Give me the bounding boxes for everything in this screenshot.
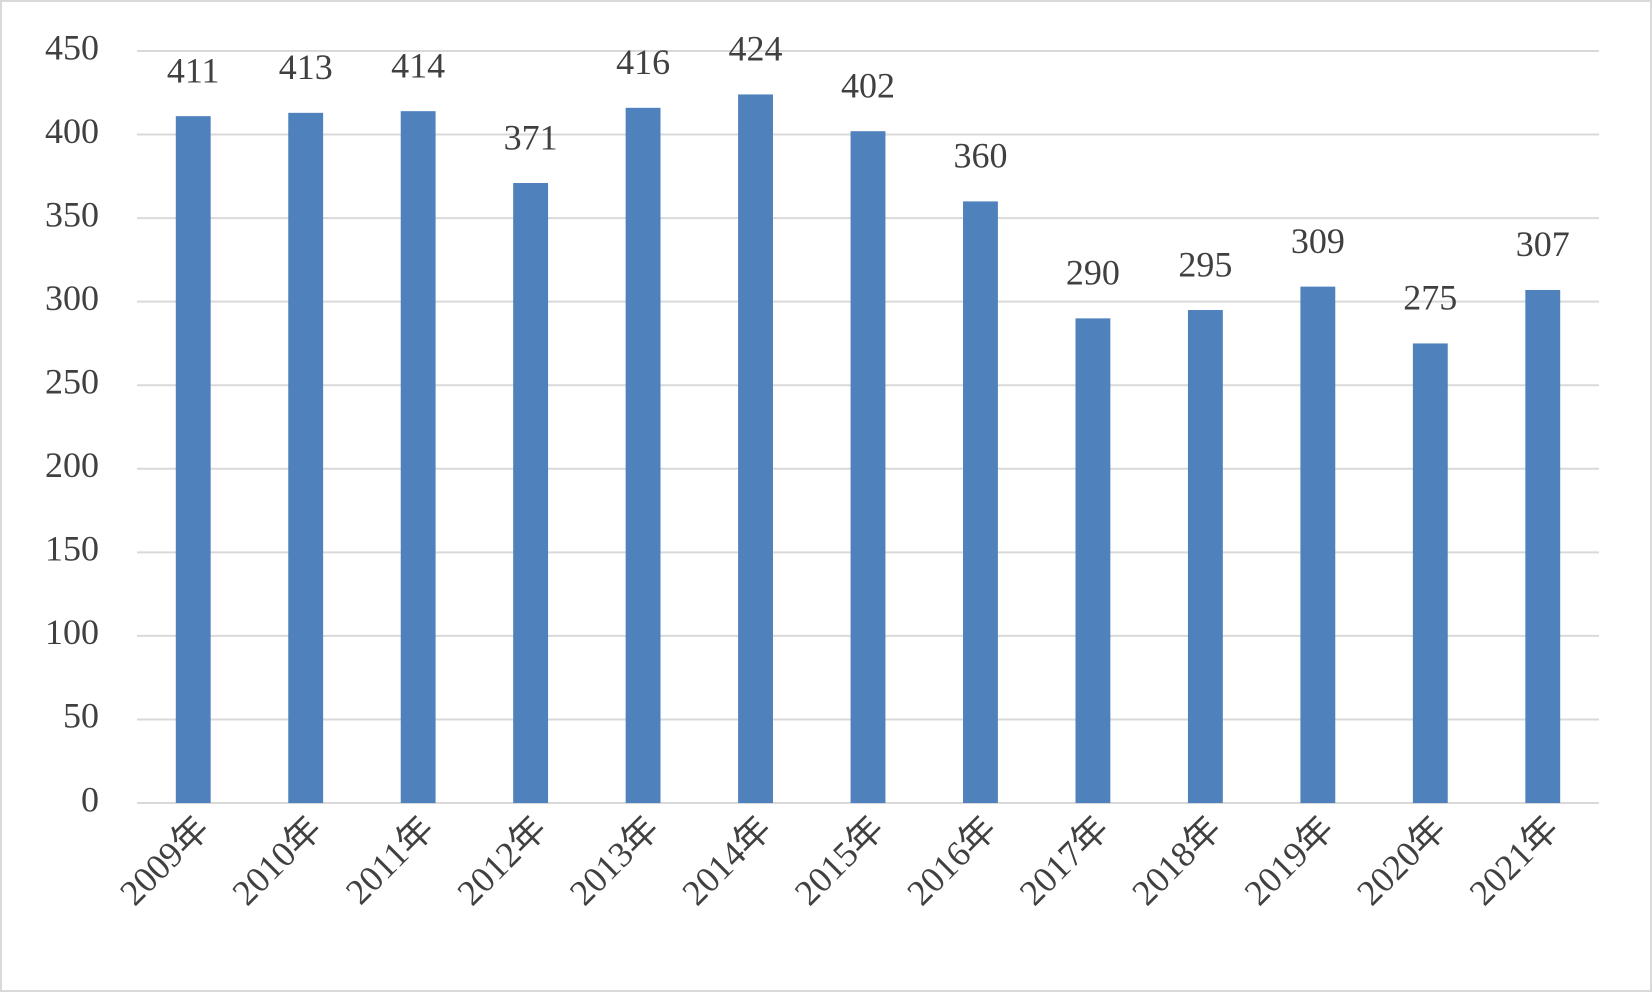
data-label: 307 xyxy=(1516,224,1570,264)
bar xyxy=(1075,318,1111,803)
bar xyxy=(1412,343,1448,803)
data-label: 414 xyxy=(391,45,445,85)
bar xyxy=(513,183,549,804)
data-label: 360 xyxy=(953,136,1007,176)
bar xyxy=(738,94,773,803)
data-label: 413 xyxy=(279,47,333,87)
y-tick-label: 100 xyxy=(45,612,99,652)
bar xyxy=(400,111,436,803)
y-tick-label: 0 xyxy=(81,779,99,819)
data-label: 402 xyxy=(841,65,895,105)
y-tick-label: 450 xyxy=(45,27,99,67)
bar xyxy=(625,107,661,804)
bar xyxy=(1525,289,1561,804)
y-tick-label: 300 xyxy=(45,278,99,318)
bar xyxy=(175,116,211,803)
data-label: 309 xyxy=(1291,221,1345,261)
y-tick-label: 150 xyxy=(45,529,99,569)
data-label: 371 xyxy=(504,117,558,157)
data-label: 411 xyxy=(167,50,220,90)
y-tick-label: 350 xyxy=(45,194,99,234)
y-tick-label: 250 xyxy=(45,361,99,401)
bar xyxy=(963,201,998,803)
data-label: 290 xyxy=(1066,253,1120,293)
data-label: 424 xyxy=(729,29,783,69)
data-label: 416 xyxy=(616,42,670,82)
y-tick-label: 200 xyxy=(45,445,99,485)
bar xyxy=(288,112,324,803)
y-tick-label: 400 xyxy=(45,111,99,151)
data-label: 295 xyxy=(1178,244,1232,284)
y-tick-label: 50 xyxy=(63,696,99,736)
bar xyxy=(1187,310,1223,803)
bar xyxy=(850,131,886,804)
bar xyxy=(1300,286,1336,803)
data-label: 275 xyxy=(1403,278,1457,318)
